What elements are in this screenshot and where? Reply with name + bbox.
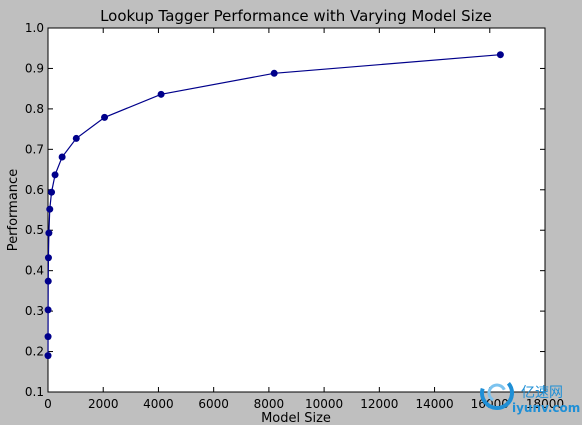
y-tick-label: 0.2 bbox=[25, 345, 44, 359]
data-point bbox=[101, 113, 109, 121]
y-tick-label: 1.0 bbox=[25, 21, 44, 35]
plot-area bbox=[47, 27, 546, 393]
x-tick-label: 0 bbox=[44, 397, 52, 411]
watermark: 亿速网 iyunv.com bbox=[480, 376, 580, 415]
data-point bbox=[44, 254, 52, 262]
data-point bbox=[44, 333, 52, 341]
data-point bbox=[46, 205, 54, 213]
x-tick-label: 8000 bbox=[254, 397, 285, 411]
series-layer bbox=[44, 51, 504, 360]
watermark-line1: 亿速网 bbox=[521, 385, 563, 401]
data-point bbox=[44, 277, 52, 285]
y-axis-label: Performance bbox=[6, 169, 21, 251]
chart-title: Lookup Tagger Performance with Varying M… bbox=[100, 7, 492, 25]
data-point bbox=[44, 352, 52, 360]
x-tick-label: 14000 bbox=[415, 397, 453, 411]
watermark-line2: iyunv.com bbox=[512, 401, 580, 415]
x-tick-label: 12000 bbox=[360, 397, 398, 411]
y-tick-label: 0.9 bbox=[25, 61, 44, 75]
y-axis: 0.1 0.2 0.3 0.4 0.5 0.6 0.7 0.8 0.9 1.0 bbox=[25, 21, 545, 399]
watermark-logo-icon bbox=[480, 376, 514, 410]
x-tick-label: 18000 bbox=[526, 397, 564, 411]
y-tick-label: 0.4 bbox=[25, 264, 44, 278]
x-axis-label: Model Size bbox=[261, 411, 331, 425]
data-point bbox=[51, 171, 59, 179]
y-tick-label: 0.5 bbox=[25, 223, 44, 237]
x-tick-label: 2000 bbox=[88, 397, 119, 411]
y-tick-label: 0.3 bbox=[25, 304, 44, 318]
data-point bbox=[44, 306, 52, 314]
x-tick-label: 4000 bbox=[143, 397, 174, 411]
data-point bbox=[48, 188, 56, 196]
y-tick-label: 0.8 bbox=[25, 102, 44, 116]
data-point bbox=[270, 69, 278, 77]
data-point bbox=[45, 229, 53, 237]
data-point bbox=[58, 153, 66, 161]
y-tick-label: 0.6 bbox=[25, 183, 44, 197]
x-tick-label: 10000 bbox=[305, 397, 343, 411]
data-point bbox=[72, 134, 80, 142]
y-tick-label: 0.7 bbox=[25, 142, 44, 156]
data-point bbox=[157, 90, 165, 98]
x-tick-label: 6000 bbox=[198, 397, 229, 411]
data-point bbox=[496, 51, 504, 59]
y-tick-label: 0.1 bbox=[25, 385, 44, 399]
